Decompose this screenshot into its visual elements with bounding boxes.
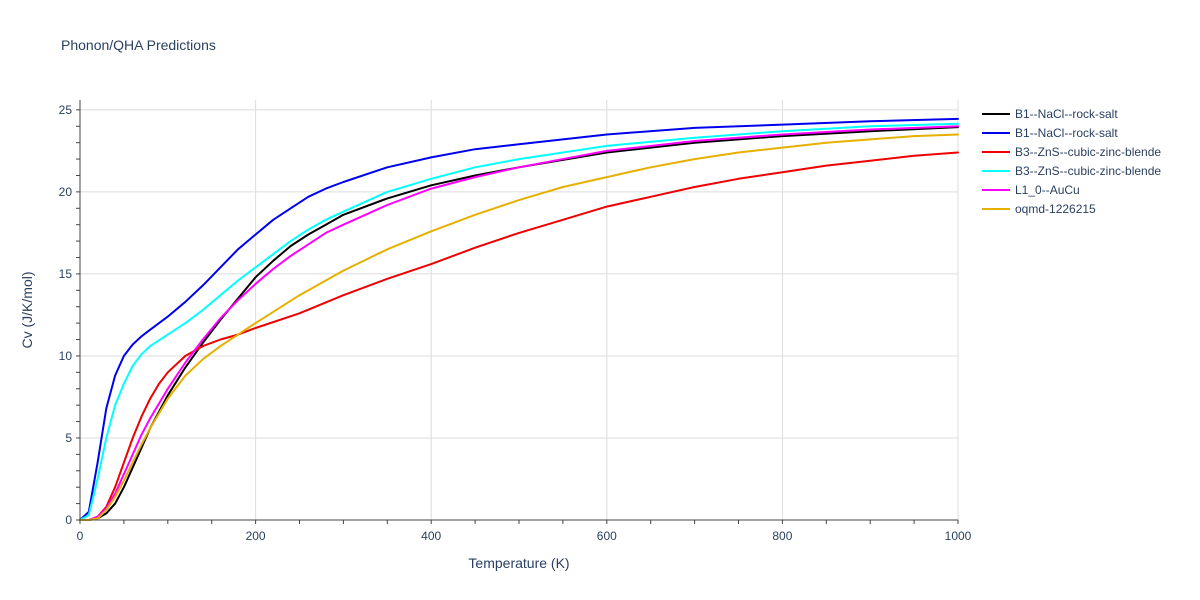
y-tick-label: 20 [59, 185, 73, 199]
y-axis-title: Cv (J/K/mol) [19, 272, 35, 349]
legend-label: oqmd-1226215 [1015, 202, 1096, 216]
y-tick-label: 5 [65, 431, 72, 445]
x-tick-label: 0 [77, 529, 84, 543]
legend-label: B1--NaCl--rock-salt [1015, 107, 1118, 121]
axes: 0 200 400 600 800 1000 0 5 10 15 20 25 [59, 100, 972, 543]
series-line-1 [79, 126, 959, 521]
x-tick-label: 600 [597, 529, 617, 543]
legend-item[interactable]: L1_0--AuCu [982, 183, 1080, 197]
plot-series [79, 117, 959, 521]
y-tick-label: 0 [65, 513, 72, 527]
chart-title: Phonon/QHA Predictions [61, 37, 216, 53]
series-line-5 [79, 125, 959, 521]
legend-item[interactable]: B3--ZnS--cubic-zinc-blende [982, 145, 1161, 159]
x-tick-label: 800 [772, 529, 792, 543]
series-line-4 [79, 122, 959, 521]
legend-item[interactable]: B1--NaCl--rock-salt [982, 126, 1118, 140]
legend-item[interactable]: oqmd-1226215 [982, 202, 1096, 216]
legend-item[interactable]: B1--NaCl--rock-salt [982, 107, 1118, 121]
legend-label: B3--ZnS--cubic-zinc-blende [1015, 145, 1161, 159]
series-line-3 [79, 151, 959, 521]
series-line-2 [79, 117, 959, 521]
x-tick-label: 200 [246, 529, 266, 543]
legend-item[interactable]: B3--ZnS--cubic-zinc-blende [982, 164, 1161, 178]
legend-label: B1--NaCl--rock-salt [1015, 126, 1118, 140]
legend[interactable]: B1--NaCl--rock-salt B1--NaCl--rock-salt B3… [982, 107, 1161, 216]
x-tick-label: 400 [421, 529, 441, 543]
x-axis-title: Temperature (K) [468, 555, 569, 571]
y-tick-label: 25 [59, 103, 73, 117]
legend-label: L1_0--AuCu [1015, 183, 1080, 197]
legend-label: B3--ZnS--cubic-zinc-blende [1015, 164, 1161, 178]
y-tick-label: 15 [59, 267, 73, 281]
y-tick-label: 10 [59, 349, 73, 363]
x-tick-label: 1000 [945, 529, 972, 543]
series-line-6 [79, 133, 959, 521]
grid-lines [80, 100, 959, 520]
